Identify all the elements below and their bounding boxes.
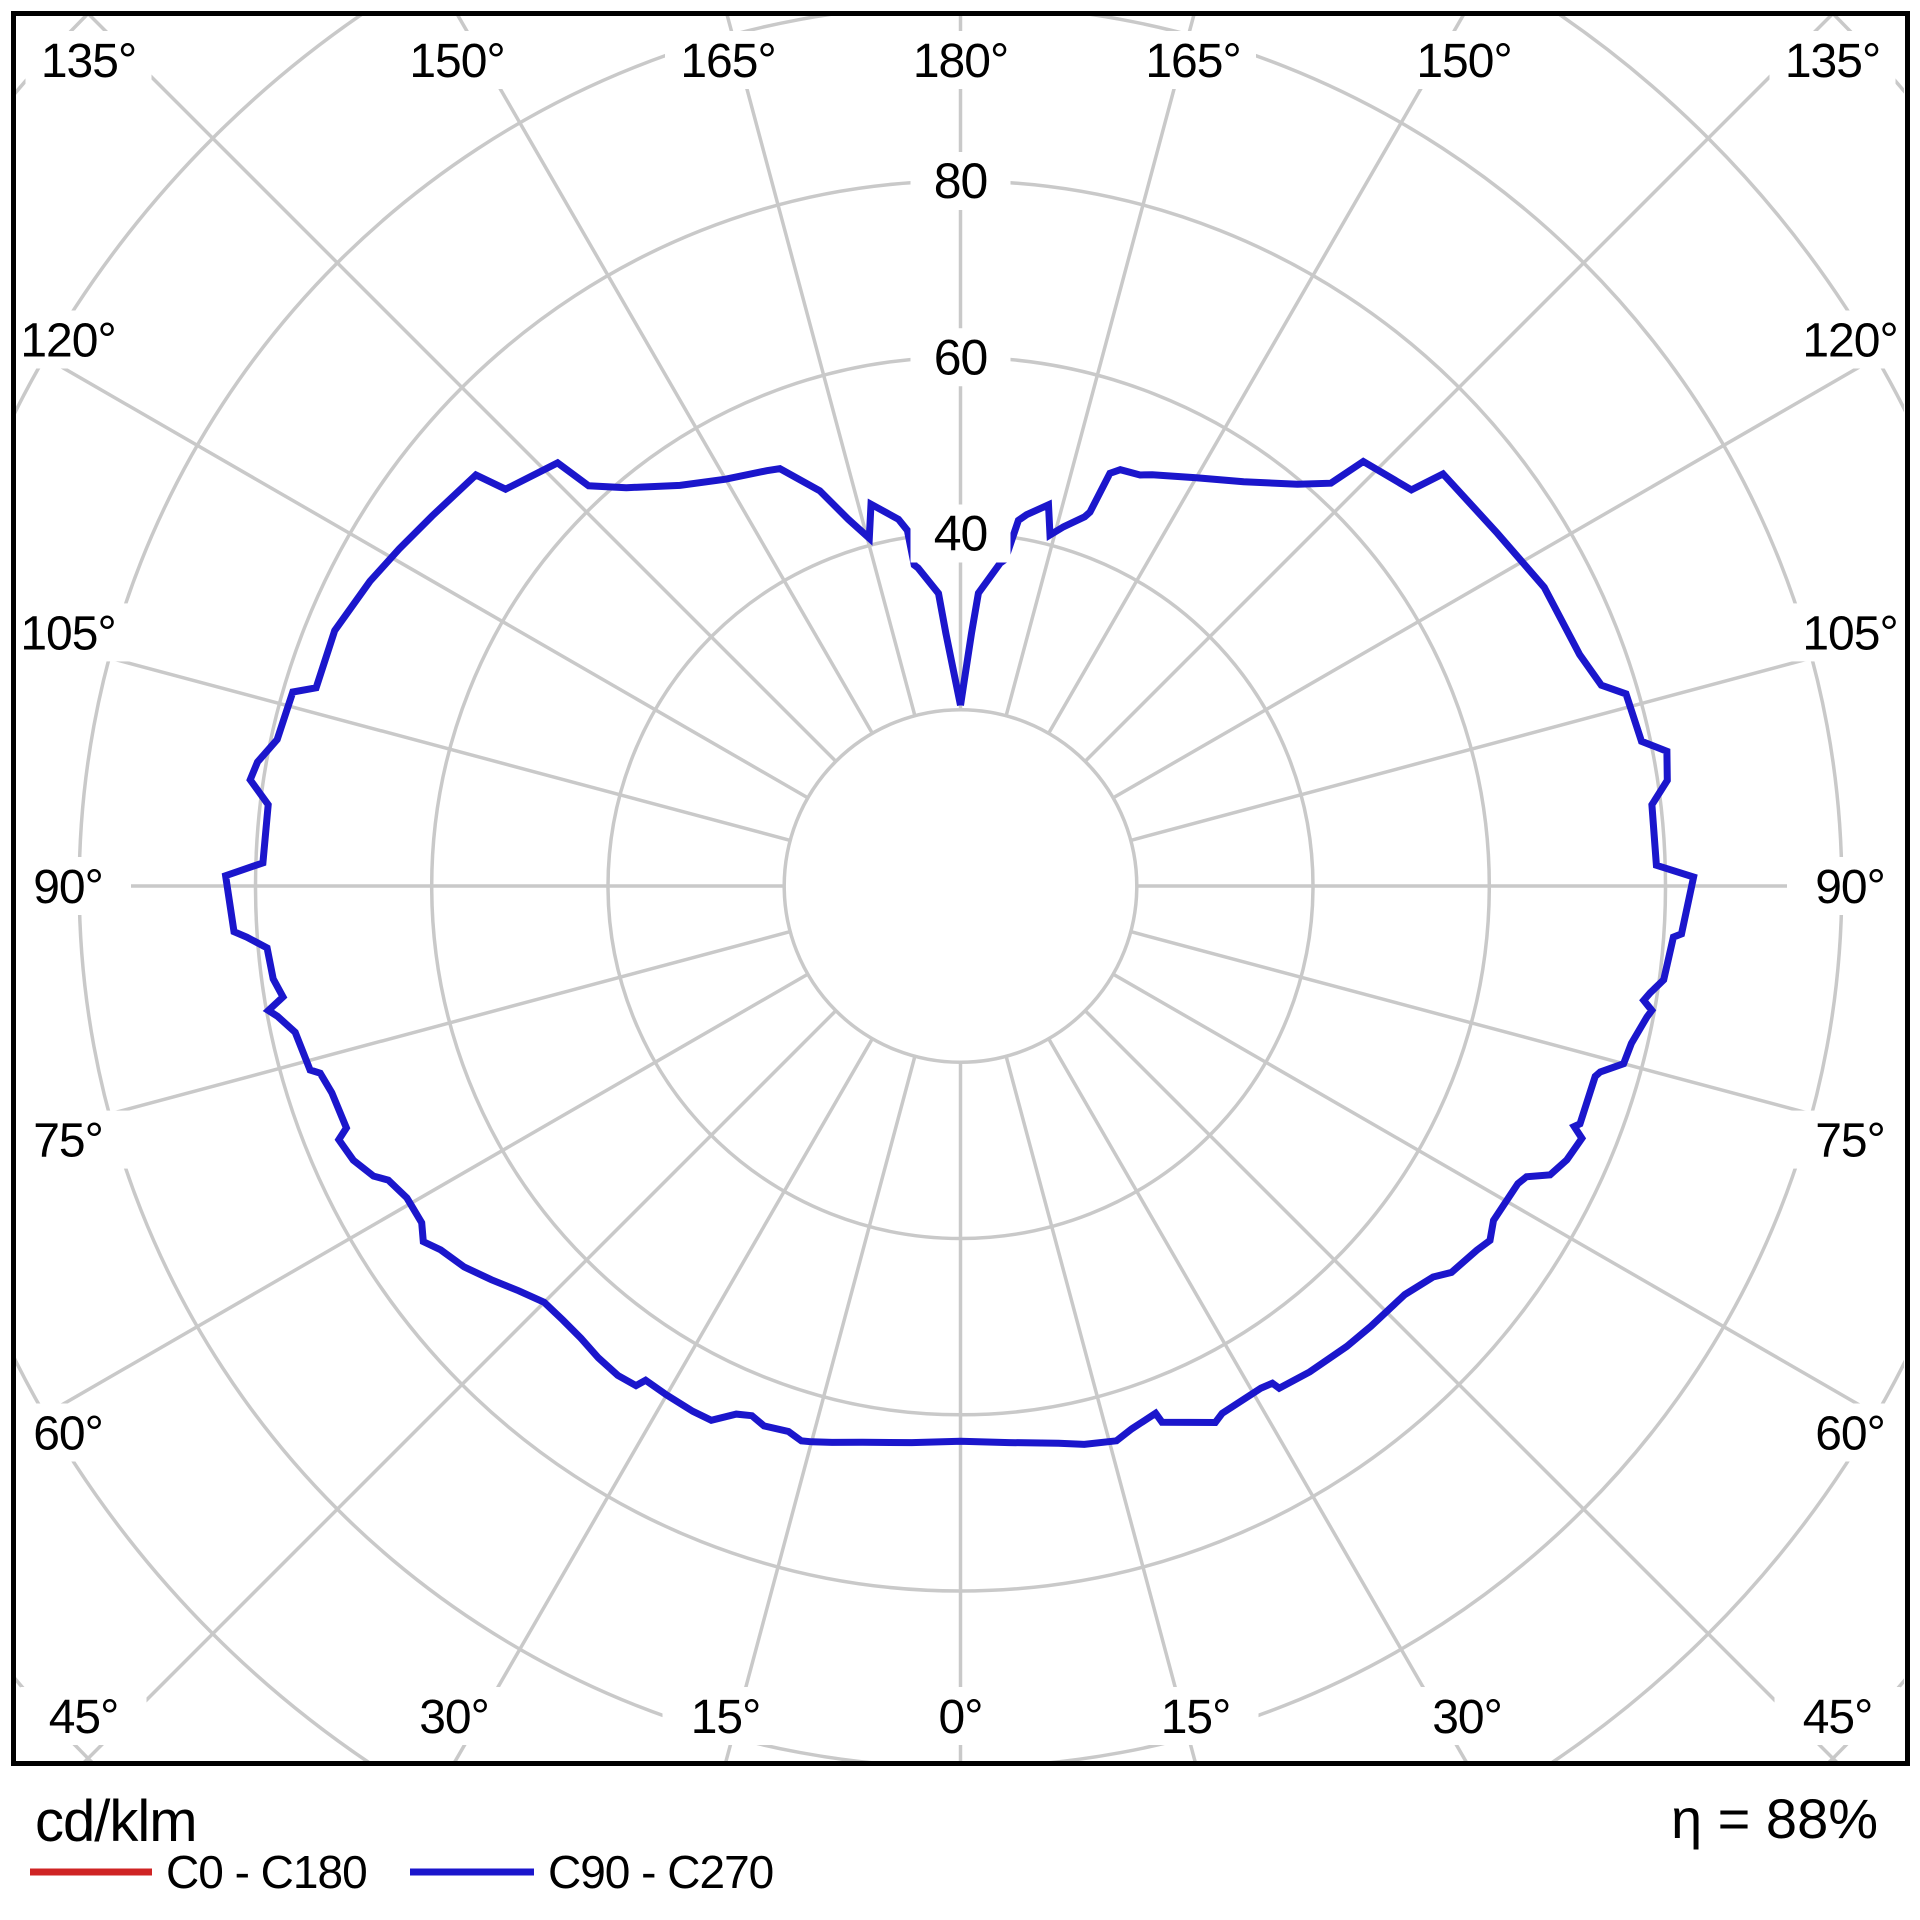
grid-spoke-75: [1130, 929, 1904, 1141]
grid-spoke-60: [1112, 972, 1904, 1433]
angle-label-top-0-bg: [25, 31, 152, 89]
grid-spoke-135: [1083, 16, 1833, 763]
angle-label-right-2-bg: [1787, 857, 1913, 915]
angle-label-left-3-bg: [5, 1110, 131, 1169]
grid-spoke-345: [723, 1055, 917, 1762]
legend-label-c0-c180: C0 - C180: [166, 1846, 367, 1898]
efficiency-label: η = 88%: [1671, 1787, 1878, 1850]
angle-label-bottom-4-bg: [1132, 1687, 1259, 1745]
angle-label-top-5-bg: [1401, 31, 1527, 89]
angle-label-left-4-bg: [5, 1403, 131, 1462]
grid-spoke-150: [1047, 16, 1465, 735]
grid-spoke-255: [16, 631, 791, 843]
angle-label-left-1-bg: [5, 603, 131, 662]
curve-c90-c270: [221, 457, 1698, 1448]
angle-label-bottom-1-bg: [391, 1687, 517, 1745]
angle-label-right-0-bg: [1787, 310, 1913, 369]
plot-border: [11, 11, 1910, 1766]
angle-label-bottom-5-bg: [1404, 1687, 1530, 1745]
angle-label-left-2-bg: [5, 857, 131, 915]
grid-ring-20: [782, 707, 1139, 1065]
angle-label-bottom-6: 45°: [1803, 1691, 1873, 1744]
angle-label-bottom-0-bg: [20, 1687, 147, 1745]
legend-label-c90-c270: C90 - C270: [548, 1846, 773, 1898]
angle-label-right-3-bg: [1787, 1110, 1913, 1169]
angle-label-right-0: 120°: [1802, 315, 1897, 368]
angle-label-bottom-2-bg: [662, 1687, 789, 1745]
angle-label-top-3: 180°: [913, 35, 1008, 88]
angle-label-left-3: 75°: [33, 1115, 103, 1168]
grid-spoke-330: [452, 1037, 874, 1762]
angle-label-left-4: 60°: [33, 1408, 103, 1461]
angle-label-bottom-1: 30°: [419, 1691, 489, 1744]
grid-spoke-45: [1083, 1009, 1839, 1762]
angle-label-right-1: 105°: [1802, 607, 1897, 660]
angle-label-top-6: 135°: [1785, 35, 1880, 88]
angle-label-left-0: 120°: [20, 315, 115, 368]
ring-tick-60: 60: [934, 329, 988, 385]
angle-label-right-2: 90°: [1815, 861, 1885, 914]
angle-label-left-2: 90°: [33, 861, 103, 914]
grid-spoke-285: [16, 929, 791, 1141]
grid-spoke-300: [16, 972, 809, 1434]
angle-and-ring-labels: 135° 150° 165° 180° 165° 150° 135° 45° 30° 15° 0° 1…: [5, 31, 1913, 1745]
angle-label-bottom-4: 15°: [1161, 1691, 1231, 1744]
curve-layer: [221, 457, 1698, 1448]
angle-label-bottom-6-bg: [1774, 1687, 1901, 1745]
angle-label-left-1: 105°: [20, 607, 115, 660]
angle-label-top-4: 165°: [1145, 35, 1240, 88]
angle-label-left-0-bg: [5, 310, 131, 369]
angle-label-top-3-bg: [897, 31, 1024, 89]
ring-tick-80: 80: [934, 153, 988, 209]
angle-label-top-1-bg: [394, 31, 520, 89]
angle-label-top-0: 135°: [41, 35, 136, 88]
ring-tick-60-bg: [910, 328, 1011, 387]
angle-label-bottom-0: 45°: [49, 1691, 119, 1744]
angle-label-top-2: 165°: [680, 35, 775, 88]
ring-tick-40: 40: [934, 506, 988, 562]
angle-label-bottom-5: 30°: [1432, 1691, 1502, 1744]
grid-spoke-225: [88, 16, 838, 763]
angle-label-bottom-2: 15°: [691, 1691, 761, 1744]
ring-tick-40-bg: [910, 504, 1011, 563]
angle-label-top-5: 150°: [1416, 35, 1511, 88]
grid-spoke-240: [16, 338, 809, 800]
grid-spoke-105: [1130, 631, 1904, 843]
grid-spoke-30: [1047, 1037, 1469, 1762]
angle-label-top-2-bg: [665, 31, 791, 89]
grid-spoke-120: [1112, 339, 1904, 800]
grid-spoke-210: [456, 16, 874, 735]
angle-label-right-1-bg: [1787, 603, 1913, 662]
angle-label-top-1: 150°: [409, 35, 504, 88]
angle-label-top-4-bg: [1130, 31, 1256, 89]
angle-label-top-6-bg: [1769, 31, 1896, 89]
ring-tick-80-bg: [910, 152, 1011, 210]
angle-label-bottom-3-bg: [897, 1687, 1024, 1745]
angle-label-right-4: 60°: [1815, 1408, 1885, 1461]
angle-label-right-4-bg: [1787, 1403, 1913, 1462]
grid-spoke-15: [1004, 1055, 1198, 1762]
grid-spoke-315: [82, 1009, 838, 1762]
units-label: cd/klm: [35, 1789, 197, 1854]
angle-label-right-3: 75°: [1815, 1115, 1885, 1168]
angle-label-bottom-3: 0°: [939, 1691, 983, 1744]
